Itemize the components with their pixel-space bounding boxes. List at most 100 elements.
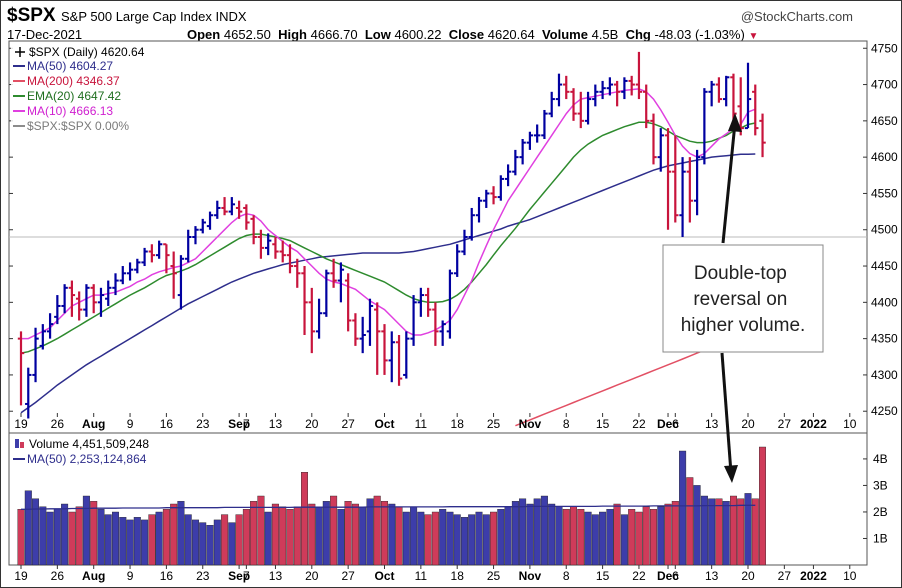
volume-bar — [620, 514, 628, 566]
volume-bar — [170, 503, 178, 566]
price-tick-label: 4250 — [871, 404, 898, 418]
price-bars — [17, 51, 766, 419]
volume-bar — [184, 514, 192, 566]
ohlc-bar — [454, 244, 461, 277]
ohlc-bar — [752, 84, 759, 136]
volume-bar — [301, 472, 309, 566]
price-tick-label: 4600 — [871, 150, 898, 164]
ohlc-bar — [410, 295, 417, 346]
ohlc-bar — [39, 324, 47, 350]
volume-bar — [606, 509, 614, 566]
ohlc-bar — [417, 287, 425, 317]
annotation-arrowhead-up — [728, 113, 742, 132]
ohlc-bar — [359, 316, 366, 354]
ohlc-bar — [112, 273, 119, 296]
ohlc-bar — [75, 291, 83, 321]
annotation-arrow-down — [720, 352, 733, 474]
ohlc-bar — [461, 229, 468, 256]
date-label-volume: 11 — [415, 569, 428, 583]
volume-bar — [591, 514, 599, 566]
volume-tick-label: 3B — [873, 478, 888, 492]
volume-bar — [315, 506, 323, 566]
chg-value: -48.03 (-1.03%) — [654, 27, 745, 42]
ohlc-bar — [403, 331, 410, 379]
volume-bar — [526, 503, 534, 566]
ohlc-bar — [722, 75, 730, 107]
ohlc-bar — [83, 284, 90, 317]
ohlc-bar — [228, 197, 236, 216]
date-label-volume: 26 — [51, 569, 65, 583]
date-label-price: 7 — [243, 417, 250, 431]
ohlc-bar — [25, 367, 32, 419]
ohlc-bar — [584, 91, 592, 125]
ohlc-bar — [381, 324, 388, 375]
annotation-arrowhead-down — [724, 465, 738, 483]
date-label-price: Aug — [82, 417, 105, 431]
volume-bar — [228, 522, 236, 566]
volume-bar — [642, 506, 650, 566]
legend-ma200: MA(200) 4346.37 — [27, 74, 120, 88]
ohlc-bar — [61, 284, 68, 314]
volume-legend-bg — [11, 435, 216, 465]
date-label-price: 16 — [160, 417, 174, 431]
date-label-price: 10 — [843, 417, 857, 431]
ohlc-bar — [555, 73, 563, 107]
date-label-volume: 19 — [14, 569, 28, 583]
date-label-price: 19 — [14, 417, 28, 431]
ohlc-bar — [621, 77, 628, 100]
volume-bar — [751, 498, 759, 566]
legend-swatch-volume — [15, 439, 19, 448]
ohlc-bar — [185, 229, 192, 263]
volume-bar — [628, 509, 636, 566]
ohlc-bar — [512, 149, 519, 176]
ma10-line — [21, 88, 756, 340]
volume-bar — [141, 519, 149, 566]
volume-bar — [446, 511, 454, 566]
volume-bar — [264, 511, 272, 566]
ohlc-bar — [366, 298, 374, 346]
ohlc-bar — [424, 287, 432, 317]
date-label-price: 15 — [596, 417, 610, 431]
moving-average-lines — [20, 88, 756, 427]
legend-rel: $SPX:$SPX 0.00% — [27, 119, 129, 133]
volume-bar — [693, 485, 701, 566]
ohlc-bar — [439, 320, 446, 346]
annotation-line-1: Double-top — [694, 263, 787, 284]
legend-vol-ma: MA(50) 2,253,124,864 — [27, 452, 147, 466]
ohlc-bar — [352, 313, 359, 346]
date-label-volume: 13 — [269, 569, 283, 583]
date-label-volume: 16 — [160, 569, 174, 583]
volume-bar — [519, 498, 527, 566]
open-label: Open — [187, 27, 221, 42]
date-label-volume: 13 — [705, 569, 719, 583]
volume-bar — [68, 511, 76, 566]
volume-bar — [330, 495, 338, 566]
ohlc-bar — [643, 84, 650, 129]
ohlc-bar — [163, 243, 170, 274]
ohlc-bar — [221, 197, 228, 216]
date-label-volume: 15 — [596, 569, 610, 583]
low-value: 4600.22 — [394, 27, 442, 42]
volume-bar — [82, 495, 90, 566]
volume-bar — [61, 503, 69, 566]
ohlc-bar — [279, 240, 286, 263]
volume-bar — [119, 517, 127, 566]
source-label[interactable]: @StockCharts.com — [740, 9, 853, 24]
ohlc-bar — [294, 258, 301, 288]
ohlc-bar — [272, 237, 279, 259]
ohlc-bar — [577, 91, 584, 129]
volume-bar — [708, 498, 716, 566]
ohlc-bar — [628, 75, 635, 96]
ohlc-bar — [679, 157, 686, 237]
date-label-volume: 27 — [341, 569, 355, 583]
volume-bar — [148, 514, 156, 566]
date-label-volume: 7 — [243, 569, 250, 583]
volume-bar — [75, 506, 83, 566]
ohlc-bar — [759, 113, 766, 158]
ema20-line — [20, 121, 756, 354]
volume-bar — [257, 495, 265, 566]
date-label-volume: 9 — [127, 569, 134, 583]
volume-bar — [482, 514, 490, 566]
